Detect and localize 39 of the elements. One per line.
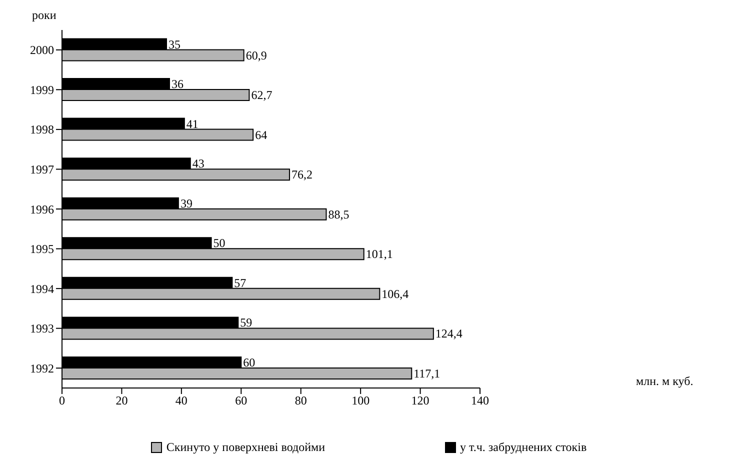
data-label: 59 [240, 316, 252, 330]
y-axis-title: роки [32, 8, 56, 23]
data-label: 101,1 [366, 247, 393, 262]
data-label: 43 [192, 156, 204, 171]
data-label: 76,2 [292, 168, 313, 182]
y-tick-label: 1992 [30, 361, 54, 376]
legend-label: Скинуто у поверхневі водойми [165, 440, 326, 455]
x-tick-label: 60 [235, 394, 248, 408]
y-tick-label: 2000 [30, 43, 54, 58]
y-tick-label: 1994 [30, 282, 54, 296]
y-tick-label: 1998 [30, 122, 54, 137]
x-tick-label: 100 [352, 394, 370, 408]
data-label: 39 [180, 196, 192, 210]
data-label: 88,5 [328, 207, 350, 222]
x-tick-label: 0 [59, 394, 65, 408]
x-tick-label: 140 [471, 394, 489, 408]
legend-label: у т.ч. забруднених стоків [459, 440, 587, 455]
data-label: 41 [186, 116, 198, 131]
data-label: 35 [168, 37, 180, 52]
data-label: 106,4 [382, 286, 409, 301]
x-tick-label: 120 [411, 394, 430, 408]
data-label: 117,1 [414, 366, 440, 380]
y-tick-label: 1996 [30, 202, 54, 216]
data-label: 57 [234, 276, 246, 290]
data-label: 124,4 [435, 326, 462, 341]
y-tick-label: 1995 [30, 242, 54, 256]
y-tick-label: 1993 [30, 322, 54, 336]
data-label: 36 [171, 77, 184, 92]
data-label: 62,7 [251, 88, 272, 102]
text: млн. м куб. [636, 374, 694, 389]
data-label: 60,9 [246, 48, 267, 62]
y-tick-label: 1999 [30, 82, 54, 97]
y-tick-label: 1997 [30, 162, 54, 176]
x-tick-label: 40 [175, 394, 188, 408]
x-tick-label: 80 [294, 394, 307, 408]
x-tick-label: 20 [116, 394, 128, 408]
data-label: 50 [213, 236, 226, 250]
data-label: 64 [255, 128, 268, 142]
data-label: 60 [243, 355, 256, 370]
